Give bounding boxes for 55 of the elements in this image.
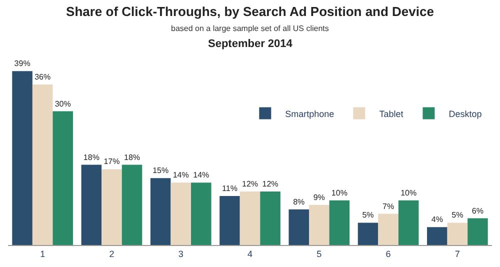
x-tick-label: 4 <box>247 248 253 259</box>
bar <box>427 227 448 245</box>
data-label: 12% <box>242 180 258 189</box>
bar <box>32 84 53 245</box>
bar <box>12 71 32 245</box>
x-tick-label: 7 <box>454 248 460 259</box>
bar <box>309 204 330 245</box>
bar <box>191 182 212 245</box>
x-tick-label: 2 <box>109 248 114 259</box>
data-label: 8% <box>293 197 305 206</box>
legend-label: Desktop <box>448 108 482 119</box>
x-tick-label: 3 <box>178 248 184 259</box>
data-label: 30% <box>54 99 71 108</box>
x-tick-label: 5 <box>316 248 322 259</box>
chart-subtitle: based on a large sample set of all US clients <box>171 24 329 33</box>
bar <box>378 214 398 245</box>
data-label: 12% <box>262 180 278 189</box>
chart-title: Share of Click-Throughs, by Search Ad Position and Device <box>66 4 434 19</box>
data-label: 5% <box>362 210 374 220</box>
data-label: 36% <box>34 72 51 82</box>
data-label: 10% <box>400 188 417 198</box>
data-label: 11% <box>222 184 238 193</box>
data-label: 17% <box>104 157 120 166</box>
bar <box>329 200 350 245</box>
data-label: 5% <box>452 210 464 220</box>
data-label: 15% <box>152 166 169 176</box>
x-tick-label: 1 <box>40 248 46 259</box>
data-label: 7% <box>382 202 394 211</box>
bar <box>288 209 309 245</box>
bar <box>220 196 240 245</box>
data-label: 14% <box>193 170 210 180</box>
bar <box>447 222 468 245</box>
x-tick-label: 6 <box>386 248 391 259</box>
bar <box>398 200 419 245</box>
text: September 2014 <box>208 38 294 50</box>
data-label: 10% <box>331 188 348 198</box>
data-label: 4% <box>431 215 443 224</box>
data-label: 18% <box>124 152 140 162</box>
legend-label: Tablet <box>379 108 404 119</box>
bar <box>260 192 280 245</box>
bar <box>81 164 102 245</box>
data-label: 14% <box>172 170 189 180</box>
bar <box>52 111 73 245</box>
bar <box>358 222 378 245</box>
bar <box>150 178 171 245</box>
bar <box>240 192 260 245</box>
data-label: 6% <box>472 206 484 216</box>
data-label: 9% <box>313 192 325 202</box>
data-label: 39% <box>14 59 30 68</box>
bar <box>468 218 488 245</box>
bar <box>102 169 122 245</box>
legend-label: Smartphone <box>285 108 334 119</box>
bar <box>170 182 191 245</box>
data-label: 18% <box>83 152 100 162</box>
bar <box>122 164 142 245</box>
